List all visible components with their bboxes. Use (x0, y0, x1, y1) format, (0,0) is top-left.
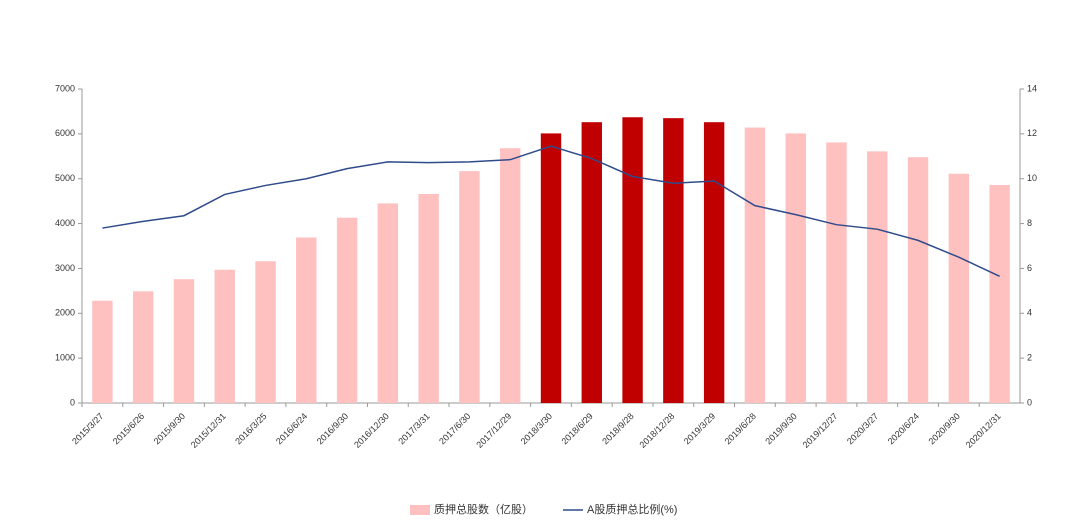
y-tick-label: 5000 (55, 173, 75, 183)
y2-tick-label: 0 (1027, 397, 1032, 407)
bar (500, 148, 521, 403)
bar (255, 261, 276, 403)
y2-tick-label: 2 (1027, 353, 1032, 363)
bar (92, 300, 113, 403)
bar (826, 142, 847, 403)
bar (377, 203, 399, 403)
y-tick-label: 0 (70, 397, 75, 407)
bar (581, 122, 602, 404)
y2-tick-label: 14 (1027, 83, 1037, 93)
bar (132, 291, 154, 403)
bar (540, 133, 562, 403)
y2-tick-label: 8 (1027, 218, 1032, 228)
bar (744, 127, 766, 403)
bar (459, 171, 480, 403)
bar (622, 117, 643, 403)
bar (663, 118, 684, 404)
bar (173, 279, 195, 403)
y2-tick-label: 10 (1027, 173, 1037, 183)
bar (989, 184, 1010, 403)
bar (948, 173, 970, 403)
legend-swatch (410, 505, 430, 515)
y-tick-label: 3000 (55, 263, 75, 273)
bar (296, 237, 317, 403)
y2-tick-label: 4 (1027, 308, 1032, 318)
legend: 质押总股数（亿股） A股质押总比例(%) (410, 502, 677, 516)
y-tick-label: 4000 (55, 218, 75, 228)
y2-tick-label: 12 (1027, 128, 1037, 138)
y-tick-label: 6000 (55, 128, 75, 138)
y-tick-label: 2000 (55, 308, 75, 318)
bar (785, 133, 806, 403)
legend-label: A股质押总比例(%) (587, 502, 677, 516)
y-tick-label: 7000 (55, 83, 75, 93)
y-tick-label: 1000 (55, 353, 75, 363)
bar (336, 217, 358, 403)
legend-label: 质押总股数（亿股） (434, 502, 533, 516)
bar (907, 157, 929, 403)
line (102, 145, 1000, 277)
bar (214, 269, 235, 403)
bar (867, 151, 888, 403)
bar (703, 122, 725, 404)
y2-tick-label: 6 (1027, 263, 1032, 273)
bar (418, 193, 439, 403)
